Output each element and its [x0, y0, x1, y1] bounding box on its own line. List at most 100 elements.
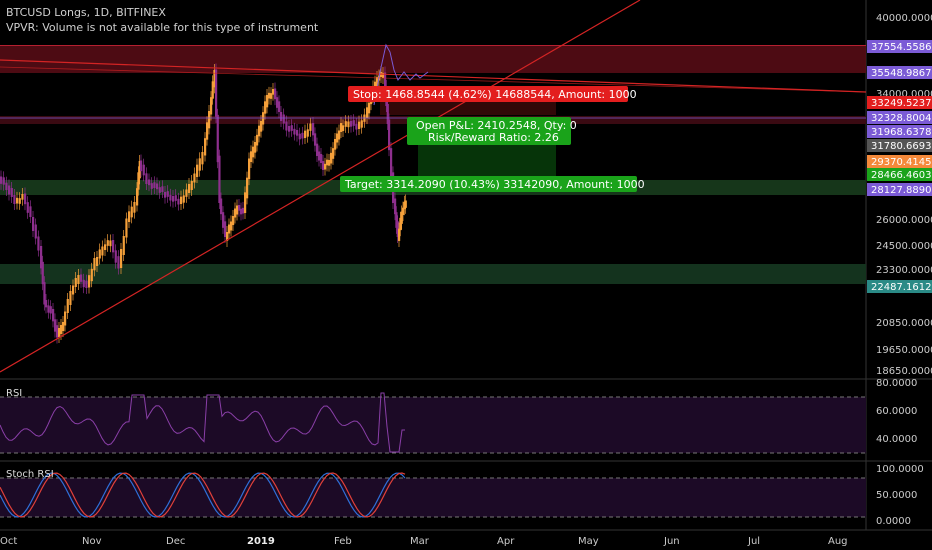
candle-body	[288, 126, 291, 132]
target-label: Target: 3314.2090 (10.43%) 33142090, Amo…	[344, 178, 645, 191]
candle-body	[109, 240, 112, 247]
candle-body	[280, 112, 283, 121]
candle-body	[398, 228, 401, 241]
price-level-badge-bg	[867, 96, 932, 109]
candle-body	[208, 111, 211, 129]
candle-body	[172, 196, 175, 202]
candle-body	[180, 196, 183, 204]
price-level-badge: 33249.5237	[871, 98, 931, 109]
price-level-badge-bg	[867, 111, 932, 124]
candle-body	[204, 138, 207, 156]
rsi-band	[0, 397, 866, 453]
candle-body	[120, 249, 123, 268]
candle-body	[206, 122, 209, 140]
candle-body	[140, 160, 143, 172]
rsi-tick: 40.0000	[876, 434, 917, 445]
candle-body	[336, 133, 339, 143]
candle-body	[342, 125, 345, 131]
candle-body	[350, 121, 353, 127]
candle-body	[145, 173, 148, 184]
candle-body	[324, 163, 327, 170]
candle-body	[29, 206, 32, 217]
stoch-tick: 0.0000	[876, 516, 911, 527]
candle-body	[69, 291, 72, 305]
pnl-label-bg[interactable]	[407, 117, 571, 145]
candle-body	[352, 120, 355, 126]
candle-body	[394, 198, 397, 215]
candle-body	[47, 305, 50, 313]
candle-body	[88, 275, 91, 288]
resistance-zone[interactable]	[0, 45, 866, 73]
price-tick: 40000.0000	[876, 13, 932, 24]
price-tick: 18650.0000	[876, 366, 932, 377]
candle-body	[404, 200, 407, 208]
price-level-badge: 29370.4145	[871, 157, 931, 168]
candle-body	[198, 158, 201, 171]
price-level-badges: 37554.5586 35548.9867 33249.5237 32328.8004…	[867, 40, 932, 293]
candle-body	[13, 195, 16, 204]
candle-body	[285, 121, 288, 131]
candle-body	[133, 202, 136, 213]
candle-body	[150, 183, 153, 189]
price-level-badge: 32328.8004	[871, 113, 931, 124]
candle-body	[52, 309, 55, 322]
candle-body	[117, 256, 120, 269]
candle-body	[210, 97, 213, 115]
candle-body	[360, 120, 363, 128]
price-level-badge-bg	[867, 40, 932, 53]
candle-body	[188, 184, 191, 193]
descending-trend-line[interactable]	[0, 59, 867, 93]
candle-body	[21, 194, 24, 200]
candle-body	[250, 151, 253, 162]
candle-body	[340, 123, 343, 132]
candle-body	[130, 206, 133, 218]
pnl-line-1: Open P&L: 2410.2548, Qty: 0	[416, 119, 577, 132]
time-label: May	[578, 536, 599, 547]
candle-body	[32, 217, 35, 231]
candle-body	[153, 182, 156, 188]
time-label: Aug	[828, 536, 848, 547]
candle-body	[296, 130, 299, 136]
candle-body	[274, 88, 277, 100]
candle-body	[314, 133, 317, 146]
rsi-tick: 80.0000	[876, 378, 917, 389]
stoch-k-line	[0, 472, 406, 518]
candle-body	[322, 161, 325, 170]
candle-body	[128, 211, 131, 222]
price-level-badge-bg	[867, 280, 932, 293]
vpvr-notice: VPVR: Volume is not available for this t…	[6, 21, 319, 34]
candle-body	[293, 128, 296, 135]
candle-body	[384, 72, 387, 93]
candle-body	[58, 328, 61, 337]
price-level-badge: 37554.5586	[871, 42, 931, 53]
candle-body	[66, 299, 69, 313]
candle-body	[254, 142, 257, 153]
candle-body	[328, 160, 331, 166]
candle-body	[16, 197, 19, 204]
candle-body	[2, 177, 5, 185]
candle-body	[334, 139, 337, 150]
descending-trend-line-2[interactable]	[0, 66, 867, 93]
candle-body	[386, 104, 389, 124]
candle-body	[26, 202, 29, 213]
time-label: Oct	[0, 536, 17, 547]
projection-path[interactable]	[373, 43, 429, 106]
rsi-line	[0, 392, 405, 453]
stop-label-bg[interactable]	[348, 86, 628, 102]
candle-body	[278, 101, 281, 112]
candle-body	[326, 159, 329, 166]
candle-body	[85, 280, 88, 288]
candle-body	[268, 92, 271, 99]
support-zone-2[interactable]	[0, 264, 866, 284]
target-zone-box[interactable]	[418, 140, 556, 180]
candle-body	[174, 195, 177, 201]
stoch-d-line	[0, 472, 406, 518]
price-level-badge-bg	[867, 168, 932, 181]
time-label: 2019	[247, 536, 275, 547]
target-label-bg[interactable]	[340, 176, 637, 192]
time-label: Apr	[497, 536, 515, 547]
time-label: Dec	[166, 536, 185, 547]
ascending-trend-line[interactable]	[0, 0, 641, 373]
time-label: Mar	[410, 536, 430, 547]
